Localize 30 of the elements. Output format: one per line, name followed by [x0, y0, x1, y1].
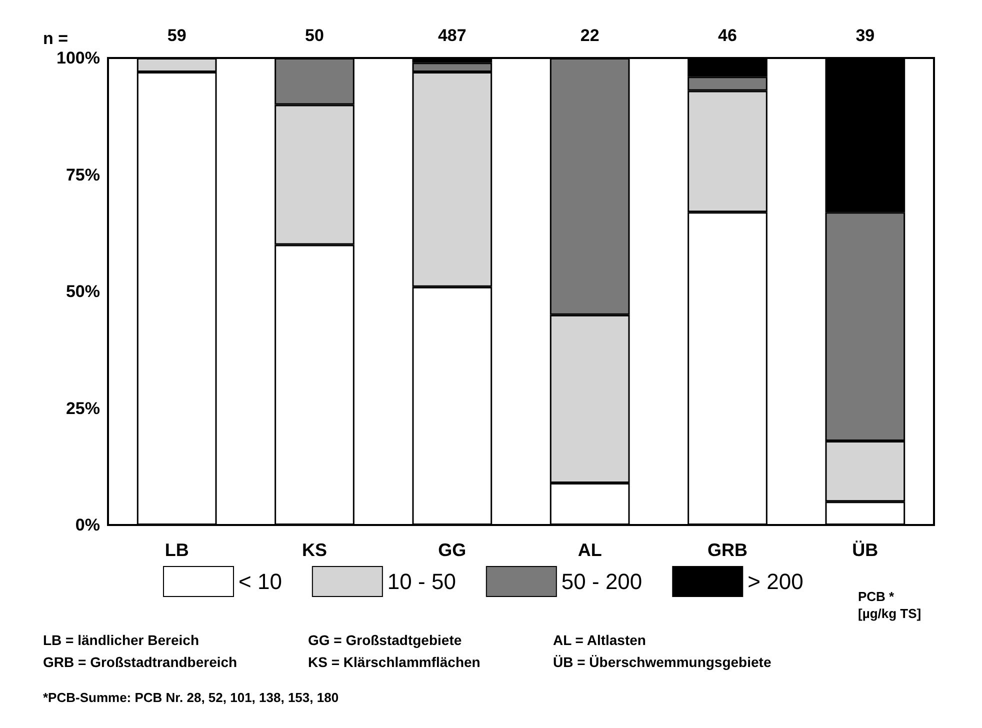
text: KS = Klärschlammflächen — [308, 654, 480, 670]
text: 59 — [167, 26, 186, 45]
legend-label: 50 - 200 — [561, 569, 642, 594]
y-tick-label: 0% — [75, 516, 100, 534]
text: GG = Großstadtgebiete — [308, 632, 462, 648]
x-tick-label: GRB — [708, 540, 748, 560]
y-tick-label: 50% — [66, 282, 100, 301]
x-tick-label: AL — [578, 540, 602, 560]
text: *PCB-Summe: PCB Nr. 28, 52, 101, 138, 153, 180 — [43, 690, 339, 705]
y-tick-label: 75% — [66, 165, 100, 184]
text: AL = Altlasten — [553, 632, 646, 648]
text: GRB = Großstadtrandbereich — [43, 654, 238, 670]
legend-label: > 200 — [748, 569, 804, 594]
x-tick-label: GG — [438, 540, 466, 560]
x-tick-label: ÜB — [852, 540, 878, 560]
text: n = — [43, 29, 68, 48]
legend-label: 10 - 50 — [387, 569, 456, 594]
text: 22 — [580, 26, 600, 45]
y-tick-label: 25% — [66, 398, 100, 418]
text: 46 — [718, 26, 737, 45]
x-tick-label: KS — [302, 540, 328, 560]
y-tick-label: 100% — [56, 48, 100, 68]
text: ÜB = Überschwemmungsgebiete — [553, 654, 772, 670]
x-tick-label: LB — [164, 540, 189, 560]
text: 50 — [305, 26, 324, 45]
text: 487 — [438, 26, 466, 45]
text: LB = ländlicher Bereich — [43, 632, 199, 648]
legend-label: < 10 — [238, 569, 282, 594]
legend-title: PCB * [µg/kg TS] — [858, 589, 922, 621]
text: 39 — [856, 26, 875, 45]
